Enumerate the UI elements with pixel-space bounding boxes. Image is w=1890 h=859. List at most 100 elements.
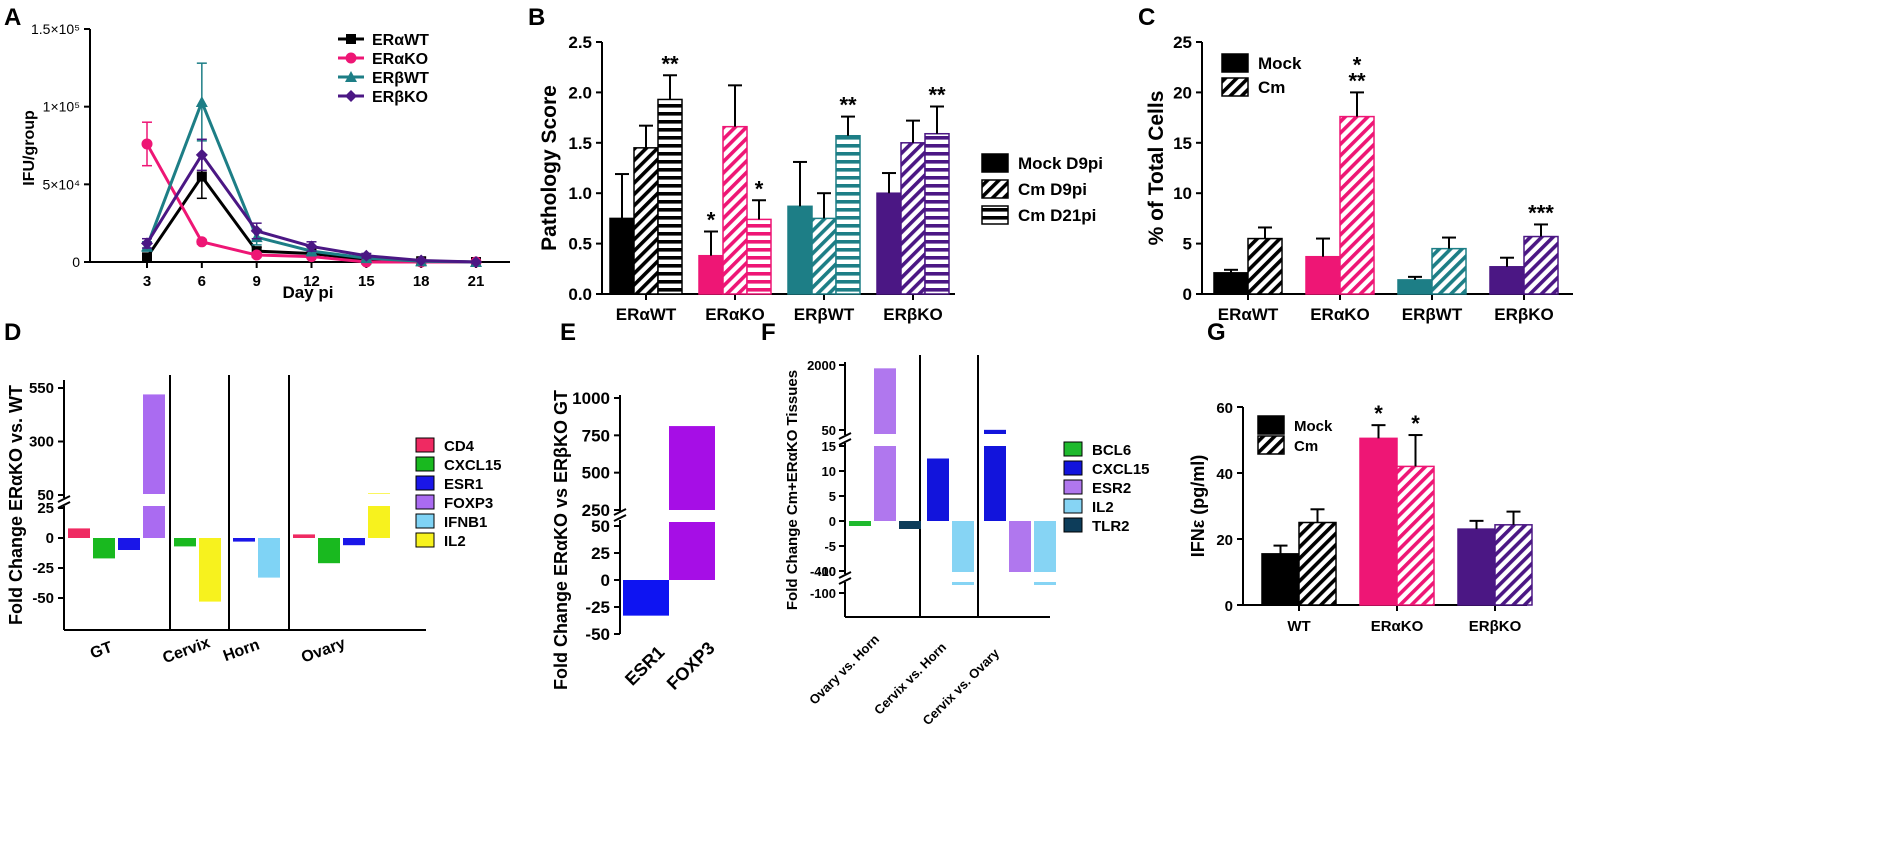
y-tick-label: 0.5 <box>568 235 592 254</box>
y-tick-label: 25 <box>37 500 54 517</box>
significance-label: * <box>1353 52 1362 77</box>
y-axis-label: Fold Change ERαKO vs. WT <box>6 385 26 625</box>
bar-break-gap <box>873 434 897 446</box>
bar <box>318 538 340 564</box>
category-label: ERαWT <box>1218 305 1279 324</box>
bar <box>1247 237 1283 295</box>
axis-break-gap <box>56 498 72 506</box>
y-tick-label: 0 <box>601 571 610 590</box>
x-tick-label: 3 <box>143 273 151 290</box>
axis-break <box>838 571 852 585</box>
y-tick-label: 1.5×10⁵ <box>31 21 80 37</box>
bar <box>1305 255 1341 295</box>
bar <box>849 521 871 526</box>
bar <box>746 218 772 295</box>
legend-label: ERβKO <box>372 89 428 106</box>
legend-label: ERβWT <box>372 70 429 87</box>
bar <box>1457 528 1496 606</box>
legend-swatch <box>1221 53 1249 73</box>
category-label: Ovary vs. Horn <box>806 631 882 707</box>
bar <box>984 429 1006 521</box>
bar-break-gap <box>1008 572 1032 582</box>
y-tick-label: -100 <box>810 586 836 601</box>
y-axis-label: IFU/group <box>21 110 38 186</box>
legend-swatch <box>415 532 435 548</box>
data-point <box>195 148 208 161</box>
y-tick-label: 1.5 <box>568 134 592 153</box>
y-tick-label: 25 <box>1173 33 1192 52</box>
y-tick-label: 250 <box>582 501 610 520</box>
data-point <box>250 224 263 237</box>
axis-break <box>57 495 71 509</box>
significance-label: * <box>755 176 764 201</box>
legend-label: ERαWT <box>372 32 429 49</box>
bar-break-gap <box>367 494 391 506</box>
y-axis-label: Pathology Score <box>538 85 561 251</box>
y-tick-label: 15 <box>1173 134 1192 153</box>
legend-label: CD4 <box>444 438 475 455</box>
legend-label: CXCL15 <box>444 457 502 474</box>
category-label: GT <box>88 639 115 663</box>
category-label: WT <box>1287 618 1310 635</box>
y-tick-label: 550 <box>29 380 54 397</box>
legend-marker <box>345 52 357 64</box>
axis-break-slash <box>613 508 627 522</box>
y-tick-label: 0 <box>1225 598 1233 615</box>
legend-swatch <box>1221 77 1249 97</box>
y-tick-label: 0.0 <box>568 285 592 304</box>
legend-label: BCL6 <box>1092 442 1131 459</box>
bar <box>174 538 196 547</box>
legend-label: Mock <box>1294 418 1333 435</box>
bar <box>787 205 813 295</box>
category-label: ERβKO <box>1494 305 1554 324</box>
y-tick-label: 15 <box>822 439 836 454</box>
legend-marker <box>346 34 356 44</box>
bar <box>722 125 748 295</box>
category-label: ERαKO <box>705 305 765 324</box>
y-tick-label: 1.0 <box>568 184 592 203</box>
x-tick-label: 21 <box>468 273 485 290</box>
bar <box>811 217 837 295</box>
legend-swatch <box>1063 460 1083 476</box>
bar <box>343 538 365 546</box>
x-tick-label: 18 <box>413 273 430 290</box>
data-point <box>251 249 263 261</box>
y-tick-label: 50 <box>37 487 54 504</box>
bar <box>609 217 635 295</box>
data-point <box>142 252 152 263</box>
legend-swatch <box>1063 441 1083 457</box>
significance-label: ** <box>928 83 946 108</box>
y-tick-label: 20 <box>1216 532 1233 549</box>
bar <box>927 458 949 521</box>
axis-break-gap <box>612 512 628 520</box>
bar <box>924 132 950 295</box>
bar <box>1431 247 1467 295</box>
legend-swatch <box>415 456 435 472</box>
category-label: ERαWT <box>616 305 677 324</box>
legend-swatch <box>415 475 435 491</box>
legend-label: Cm <box>1258 78 1285 97</box>
y-tick-label: 5×10⁴ <box>42 176 80 192</box>
legend-swatch <box>1257 415 1285 435</box>
y-tick-label: 5 <box>829 489 836 504</box>
y-tick-label: 10 <box>822 464 836 479</box>
bar <box>1523 235 1559 295</box>
y-axis-label: IFNε (pg/ml) <box>1188 455 1208 558</box>
significance-label: ** <box>1348 68 1366 93</box>
axis-break-gap <box>837 435 853 443</box>
bar <box>199 538 221 602</box>
significance-label: *** <box>1528 200 1554 225</box>
category-label: FOXP3 <box>663 638 719 694</box>
legend-label: CXCL15 <box>1092 461 1150 478</box>
axis-break-slash <box>838 571 852 585</box>
legend-label: ESR2 <box>1092 480 1131 497</box>
y-tick-label: -10 <box>817 564 836 579</box>
bar <box>900 142 926 295</box>
bar <box>623 580 669 616</box>
y-axis-label: % of Total Cells <box>1145 91 1168 246</box>
y-tick-label: 500 <box>582 464 610 483</box>
axis-break-gap <box>837 574 853 582</box>
